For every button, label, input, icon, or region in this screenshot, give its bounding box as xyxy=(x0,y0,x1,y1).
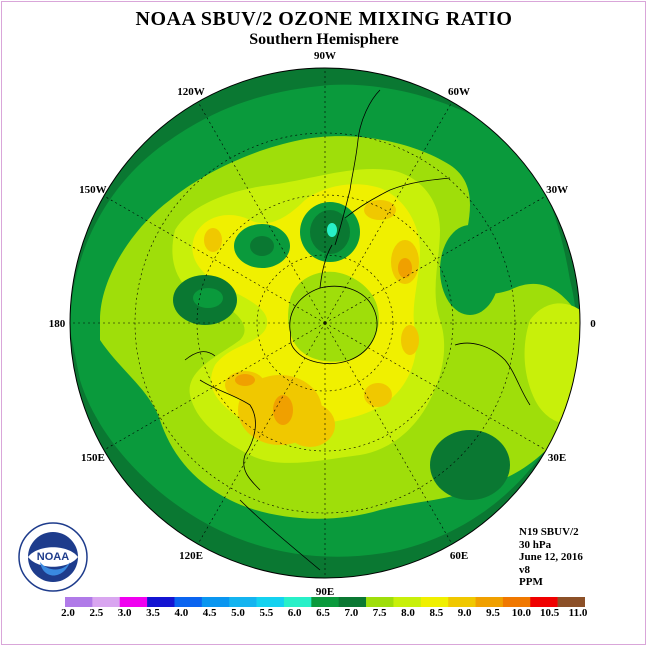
polar-region xyxy=(288,271,379,362)
colorbar-tick-6: 5.0 xyxy=(231,607,245,619)
lon-label-0: 90W xyxy=(314,50,336,62)
map-title: NOAA SBUV/2 OZONE MIXING RATIO xyxy=(135,8,513,30)
colorbar-tick-5: 4.5 xyxy=(202,607,217,619)
graticule xyxy=(70,68,580,578)
colorbar-swatch-3 xyxy=(147,597,175,607)
colorbar-tick-4: 4.0 xyxy=(174,607,189,619)
colorbar-swatch-0 xyxy=(65,597,93,607)
colorbar-tick-16: 10.0 xyxy=(511,607,531,619)
info-version: v8 xyxy=(519,563,530,576)
coast-indian-ocean xyxy=(239,499,321,571)
lon-label-10: 150W xyxy=(79,184,107,196)
colorbar-tick-12: 8.0 xyxy=(401,607,415,619)
low-minimum xyxy=(327,223,337,237)
coast-new-zealand xyxy=(184,351,216,361)
colorbar-tick-7: 5.5 xyxy=(259,607,274,619)
colorbar-swatch-6 xyxy=(229,597,257,607)
colorbar-tick-14: 9.0 xyxy=(457,607,472,619)
low-pacific-b-inner xyxy=(193,288,223,308)
lon-label-1: 60W xyxy=(448,86,470,98)
colorbar-tick-10: 7.0 xyxy=(344,607,359,619)
colorbar-swatch-11 xyxy=(366,597,394,607)
colorbar-swatch-5 xyxy=(201,597,230,607)
colorbar-swatch-16 xyxy=(502,597,531,607)
colorbar-tick-3: 3.5 xyxy=(146,607,160,619)
lon-label-5: 60E xyxy=(450,550,468,562)
map-subtitle: Southern Hemisphere xyxy=(249,31,399,48)
colorbar-tick-15: 9.5 xyxy=(486,607,500,619)
info-units: PPM xyxy=(519,576,543,588)
colorbar xyxy=(65,597,585,607)
lon-label-3: 0 xyxy=(590,318,596,330)
coast-south-america-east xyxy=(344,177,451,219)
max-9-0-b xyxy=(285,403,335,447)
low-atlantic xyxy=(440,225,500,315)
colorbar-swatch-15 xyxy=(475,597,504,607)
max-9-5-b xyxy=(273,395,293,425)
coast-antarctica xyxy=(289,285,378,364)
colorbar-tick-13: 8.5 xyxy=(429,607,444,619)
colorbar-swatch-8 xyxy=(283,597,312,607)
noaa-logo: NOAA xyxy=(18,522,88,592)
lon-label-9: 180 xyxy=(49,318,66,330)
max-9-0-e xyxy=(364,200,396,220)
info-satellite: N19 SBUV/2 xyxy=(519,526,579,538)
max-9-0-g xyxy=(401,325,419,355)
lon-label-4: 30E xyxy=(548,452,566,464)
colorbar-tick-1: 2.5 xyxy=(89,607,104,619)
low-indian xyxy=(430,430,510,500)
longitude-labels: 90W 60W 30W 0 30E 60E 90E 120E 150E 180 150W 120W xyxy=(49,50,597,598)
lon-label-6: 90E xyxy=(316,586,334,598)
lon-label-7: 120E xyxy=(179,550,203,562)
max-9-0-f xyxy=(204,228,222,252)
max-9-5-c xyxy=(398,258,412,278)
colorbar-swatch-1 xyxy=(92,597,121,607)
colorbar-swatch-17 xyxy=(530,597,558,607)
lon-label-8: 150E xyxy=(81,452,105,464)
colorbar-tick-17: 10.5 xyxy=(540,607,560,619)
coast-peninsula xyxy=(319,244,333,289)
colorbar-tick-9: 6.5 xyxy=(316,607,330,619)
low-pacific-a-inner xyxy=(250,236,274,256)
colorbar-swatch-7 xyxy=(256,597,285,607)
colorbar-swatch-12 xyxy=(393,597,422,607)
colorbar-ticks: 2.0 2.5 3.0 3.5 4.0 4.5 5.0 5.5 6.0 6.5 7.0 7.5 8.0 8… xyxy=(0,607,648,621)
max-9-5-a xyxy=(235,374,255,386)
coast-africa xyxy=(454,342,531,406)
colorbar-tick-0: 2.0 xyxy=(61,607,75,619)
ozone-field xyxy=(70,68,580,578)
svg-text:NOAA: NOAA xyxy=(37,551,69,563)
colorbar-tick-2: 3.0 xyxy=(117,607,132,619)
colorbar-swatch-18 xyxy=(557,597,585,607)
colorbar-swatch-13 xyxy=(420,597,449,607)
lon-label-11: 120W xyxy=(177,86,205,98)
colorbar-tick-11: 7.5 xyxy=(372,607,387,619)
colorbar-tick-18: 11.0 xyxy=(568,607,588,619)
colorbar-swatch-4 xyxy=(174,597,203,607)
colorbar-tick-8: 6.0 xyxy=(287,607,302,619)
info-level: 30 hPa xyxy=(519,538,552,551)
colorbar-swatch-14 xyxy=(448,597,476,607)
colorbar-swatch-2 xyxy=(119,597,148,607)
coast-south-america xyxy=(334,89,381,246)
lon-label-2: 30W xyxy=(546,184,568,196)
noaa-seal-icon: NOAA xyxy=(18,522,88,592)
colorbar-swatch-9 xyxy=(311,597,339,607)
max-9-0-h xyxy=(364,383,392,407)
info-block: N19 SBUV/2 30 hPa June 12, 2016 v8 PPM xyxy=(519,526,583,589)
info-date: June 12, 2016 xyxy=(519,551,583,563)
map-border xyxy=(69,67,581,579)
colorbar-swatch-10 xyxy=(338,597,367,607)
